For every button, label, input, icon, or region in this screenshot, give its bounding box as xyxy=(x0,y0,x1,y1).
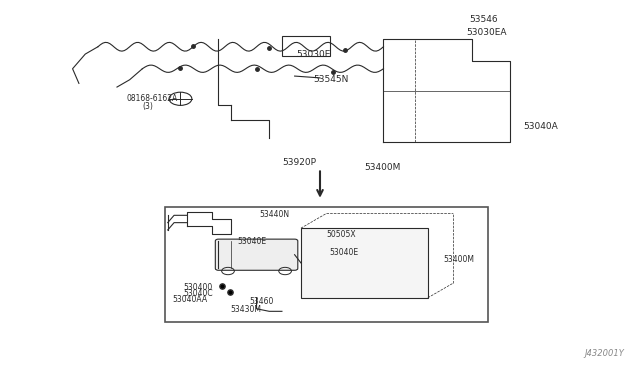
Text: 53030E: 53030E xyxy=(296,50,330,59)
Text: 53430M: 53430M xyxy=(230,305,261,314)
Text: 53546: 53546 xyxy=(469,15,498,24)
Text: 53545N: 53545N xyxy=(314,75,349,84)
Text: J432001Y: J432001Y xyxy=(585,349,625,358)
Text: 530400: 530400 xyxy=(184,283,213,292)
Text: 08168-6162A: 08168-6162A xyxy=(127,94,178,103)
Text: 53040AA: 53040AA xyxy=(173,295,208,304)
Text: 53040E: 53040E xyxy=(330,248,358,257)
Text: 53040E: 53040E xyxy=(237,237,267,246)
Text: 50505X: 50505X xyxy=(326,230,356,239)
Bar xyxy=(301,228,428,298)
Bar xyxy=(282,36,330,56)
Text: 53040A: 53040A xyxy=(523,122,558,131)
Text: 53030EA: 53030EA xyxy=(466,28,506,37)
Text: 53460: 53460 xyxy=(249,296,273,305)
Text: 53440N: 53440N xyxy=(260,210,290,219)
Text: 53400M: 53400M xyxy=(444,255,475,264)
Text: 53920P: 53920P xyxy=(282,158,316,167)
Text: (3): (3) xyxy=(142,102,153,110)
Text: 53400M: 53400M xyxy=(364,163,401,172)
Bar xyxy=(164,207,488,322)
Text: 53040C: 53040C xyxy=(184,289,213,298)
FancyBboxPatch shape xyxy=(215,239,298,270)
